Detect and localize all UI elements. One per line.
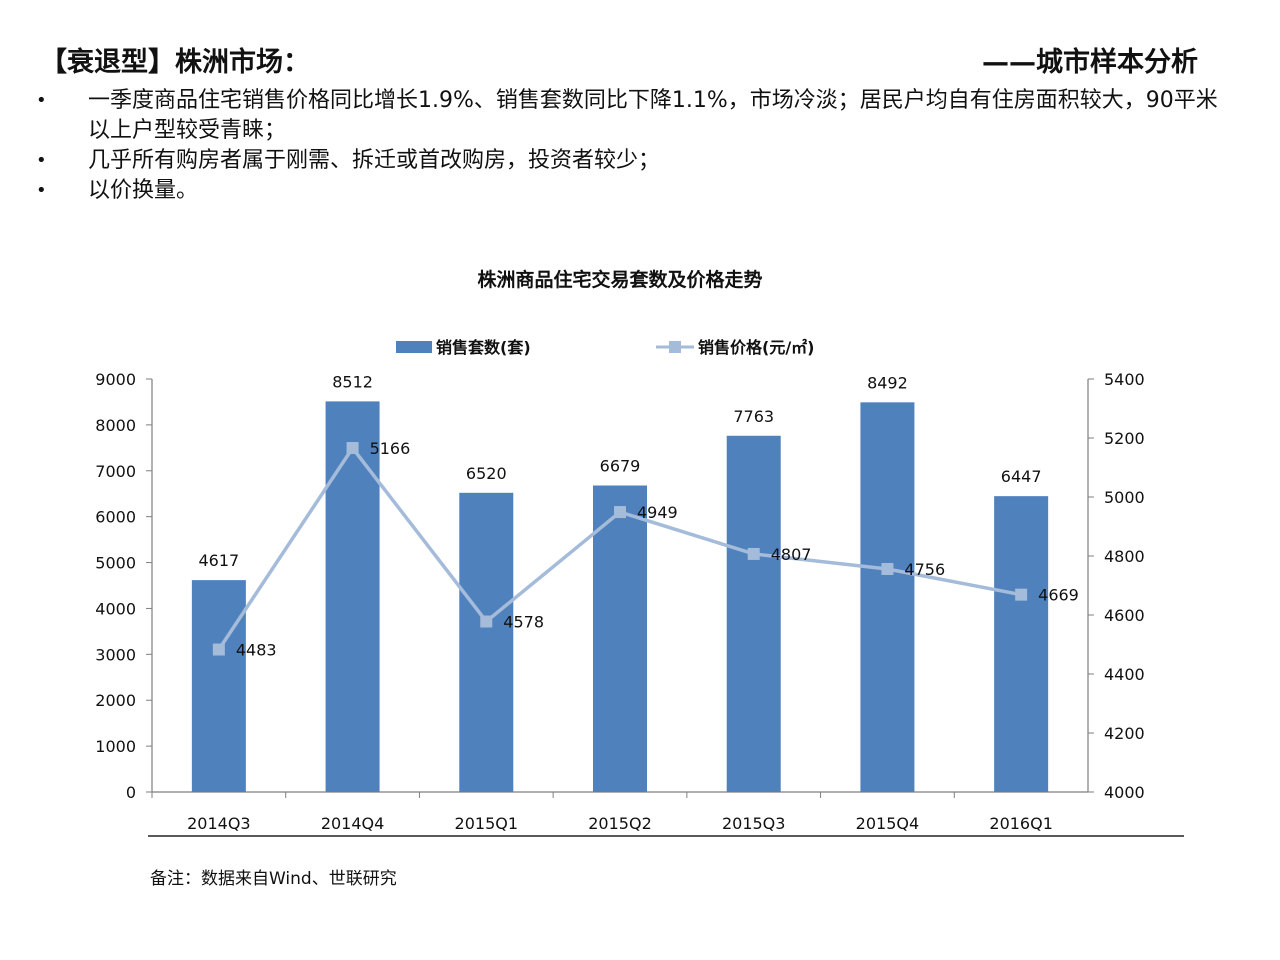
chart-title: 株洲商品住宅交易套数及价格走势 xyxy=(477,269,763,291)
price-value-label: 4807 xyxy=(771,545,812,564)
right-tick-label: 5000 xyxy=(1104,488,1145,507)
price-value-label: 4949 xyxy=(637,503,678,522)
price-point xyxy=(1015,588,1028,601)
legend-bar-label: 销售套数(套) xyxy=(436,338,531,357)
legend-line-label: 销售价格(元/㎡) xyxy=(698,338,814,357)
bar-value-label: 4617 xyxy=(198,551,239,570)
bar xyxy=(325,401,380,792)
left-tick-label: 2000 xyxy=(95,691,136,710)
bar-value-label: 8492 xyxy=(867,373,908,392)
bar-value-label: 8512 xyxy=(332,372,373,391)
page-subtitle: ——城市样本分析 xyxy=(982,47,1198,78)
right-tick-label: 4400 xyxy=(1104,665,1145,684)
bullet-item: 一季度商品住宅销售价格同比增长1.9%、销售套数同比下降1.1%，市场冷淡；居民… xyxy=(30,86,1220,146)
price-point xyxy=(747,547,760,560)
bar xyxy=(726,435,781,792)
right-tick-label: 5200 xyxy=(1104,429,1145,448)
bar xyxy=(860,402,915,792)
left-tick-label: 3000 xyxy=(95,645,136,664)
x-tick-label: 2015Q3 xyxy=(722,814,786,833)
price-point xyxy=(614,506,626,519)
x-tick-label: 2016Q1 xyxy=(989,814,1053,833)
right-tick-label: 5400 xyxy=(1104,370,1145,389)
left-tick-label: 6000 xyxy=(95,508,136,527)
source-note: 备注：数据来自Wind、世联研究 xyxy=(150,869,397,889)
bar-value-label: 6679 xyxy=(600,457,641,476)
price-value-label: 4578 xyxy=(503,612,544,631)
x-tick-label: 2015Q4 xyxy=(856,814,920,833)
right-tick-label: 4200 xyxy=(1104,724,1145,743)
bar xyxy=(994,496,1049,792)
left-tick-label: 5000 xyxy=(95,554,136,573)
left-tick-label: 9000 xyxy=(95,370,136,389)
price-point xyxy=(346,442,359,455)
x-tick-label: 2014Q4 xyxy=(321,814,385,833)
bullet-item: 几乎所有购房者属于刚需、拆迁或首改购房，投资者较少； xyxy=(30,146,1220,176)
bullet-item: 以价换量。 xyxy=(30,176,1220,206)
bar-value-label: 6520 xyxy=(466,464,507,483)
price-point xyxy=(212,643,225,656)
price-value-label: 4483 xyxy=(236,641,277,660)
right-tick-label: 4800 xyxy=(1104,547,1145,566)
left-tick-label: 8000 xyxy=(95,416,136,435)
bar-value-label: 6447 xyxy=(1001,467,1042,486)
price-value-label: 4756 xyxy=(904,560,945,579)
left-tick-label: 1000 xyxy=(95,737,136,756)
left-tick-label: 7000 xyxy=(95,462,136,481)
bar xyxy=(191,580,246,792)
legend-line-marker xyxy=(669,341,681,353)
price-value-label: 5166 xyxy=(370,439,411,458)
page-title: 【衰退型】株洲市场： xyxy=(40,47,310,78)
x-tick-label: 2015Q2 xyxy=(588,814,652,833)
right-tick-label: 4000 xyxy=(1104,783,1145,802)
price-point xyxy=(480,615,493,628)
left-tick-label: 4000 xyxy=(95,599,136,618)
x-tick-label: 2014Q3 xyxy=(187,814,251,833)
bar xyxy=(459,492,514,792)
bar-value-label: 7763 xyxy=(733,407,774,426)
price-value-label: 4669 xyxy=(1038,586,1079,605)
bullet-list: 一季度商品住宅销售价格同比增长1.9%、销售套数同比下降1.1%，市场冷淡；居民… xyxy=(30,86,1220,206)
right-tick-label: 4600 xyxy=(1104,606,1145,625)
legend-bar-swatch xyxy=(396,341,432,353)
x-tick-label: 2015Q1 xyxy=(455,814,519,833)
bar xyxy=(593,485,647,792)
left-tick-label: 0 xyxy=(126,783,136,802)
price-point xyxy=(881,562,894,575)
